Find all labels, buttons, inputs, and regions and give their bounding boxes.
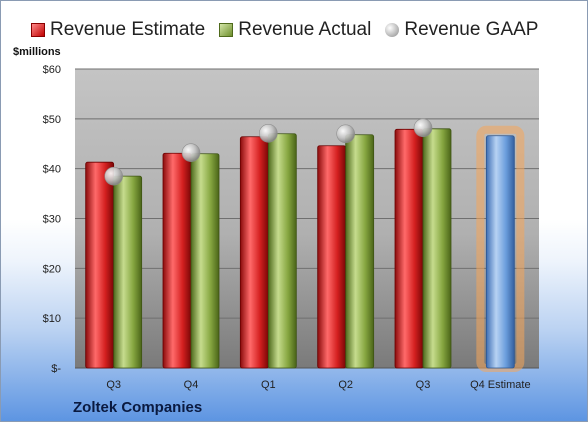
x-tick-label: Q4 Estimate <box>470 379 531 391</box>
legend-swatch-gaap <box>385 23 400 37</box>
legend-swatch-actual <box>219 23 234 37</box>
bar-revenue-forecast <box>485 135 515 369</box>
legend-label-estimate: Revenue Estimate <box>50 19 206 40</box>
x-tick-label: Q4 <box>184 379 199 391</box>
legend-item-actual: Revenue Actual <box>219 19 371 41</box>
x-tick-label: Q1 <box>261 379 276 391</box>
y-axis-tick-labels: $- $10 $20 $30 $40 $50 $60 <box>43 64 62 375</box>
y-tick-label: $20 <box>43 263 61 275</box>
x-tick-label: Q3 <box>416 379 431 391</box>
marker-revenue-gaap <box>181 143 201 163</box>
marker-revenue-gaap <box>104 166 123 186</box>
bar-revenue-estimate <box>85 161 115 369</box>
bar-revenue-actual <box>422 128 452 369</box>
grid-lines <box>75 68 539 369</box>
x-axis-tick-labels: Q3 Q4 Q1 Q2 Q3 Q4 Estimate <box>106 379 530 391</box>
y-tick-label: $60 <box>43 64 61 76</box>
y-tick-label: $50 <box>43 114 61 126</box>
bar-revenue-estimate <box>239 136 269 369</box>
bar-revenue-estimate <box>394 128 424 369</box>
y-tick-label: $40 <box>43 164 61 176</box>
bar-revenue-actual <box>113 175 143 369</box>
legend-swatch-estimate <box>31 23 45 37</box>
gaap-markers <box>104 118 433 186</box>
bar-revenue-actual <box>190 153 220 369</box>
y-tick-label: $10 <box>43 313 61 325</box>
marker-revenue-gaap <box>336 124 355 144</box>
bar-revenue-actual <box>345 134 375 369</box>
legend: Revenue Estimate Revenue Actual Revenue … <box>31 15 538 45</box>
y-tick-label: $30 <box>43 214 61 226</box>
legend-label-actual: Revenue Actual <box>238 19 372 40</box>
x-tick-label: Q3 <box>106 379 121 391</box>
marker-revenue-gaap <box>259 123 278 143</box>
legend-label-gaap: Revenue GAAP <box>404 19 539 40</box>
y-tick-label: $- <box>51 363 61 375</box>
bar-revenue-estimate <box>162 152 192 369</box>
marker-revenue-gaap <box>413 118 433 138</box>
bar-revenue-actual <box>267 133 297 369</box>
bars <box>85 125 525 372</box>
company-name: Zoltek Companies <box>73 399 203 416</box>
x-tick-label: Q2 <box>338 379 353 391</box>
legend-item-gaap: Revenue GAAP <box>385 19 538 41</box>
legend-item-estimate: Revenue Estimate <box>31 19 205 41</box>
y-axis-unit-label: $millions <box>13 46 61 58</box>
bar-revenue-estimate <box>317 145 347 369</box>
